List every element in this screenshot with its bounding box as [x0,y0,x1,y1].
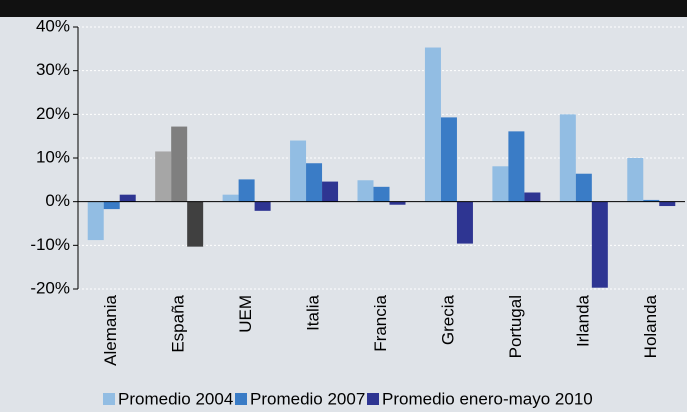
bar [187,201,204,247]
legend-swatch [235,393,247,405]
bar [254,201,271,211]
header-band [0,0,687,17]
bar [103,201,120,210]
y-tick-label: 10% [36,147,70,166]
y-tick-label: -20% [30,278,70,297]
bar [575,173,592,202]
x-tick-label: Holanda [641,294,660,358]
x-tick-label: España [169,294,188,352]
bar [591,201,608,288]
bar [373,186,390,202]
bar [171,126,188,202]
bar [508,131,525,202]
bar [322,181,339,202]
bar [119,194,136,202]
legend-swatch [367,393,379,405]
bar [222,194,239,202]
bar [424,47,441,202]
x-tick-label: Grecia [438,294,457,345]
x-tick-label: UEM [236,295,255,333]
bar [238,179,255,202]
legend-label: Promedio 2007 [250,389,365,408]
bar [357,180,374,202]
x-tick-label: Alemania [101,294,120,365]
bar [524,192,541,202]
x-tick-label: Portugal [506,295,525,358]
bar [627,158,644,202]
x-tick-label: Francia [371,294,390,351]
x-tick-label: Italia [304,294,323,330]
bar [559,114,576,202]
bar [492,166,509,202]
y-tick-label: 0% [45,191,70,210]
y-tick-label: 20% [36,104,70,123]
bar [306,163,323,202]
bar [290,140,307,202]
bar [659,201,676,207]
y-tick-label: 30% [36,60,70,79]
legend-label: Promedio 2004 [118,389,233,408]
bar [389,201,406,205]
bar [440,117,457,202]
bar [155,151,172,202]
y-tick-label: -10% [30,235,70,254]
legend-swatch [103,393,115,405]
y-tick-label: 40% [36,16,70,35]
bar [643,199,660,202]
bar [456,201,473,244]
x-tick-label: Irlanda [573,294,592,347]
legend-label: Promedio enero-mayo 2010 [382,389,593,408]
bar [87,201,104,241]
